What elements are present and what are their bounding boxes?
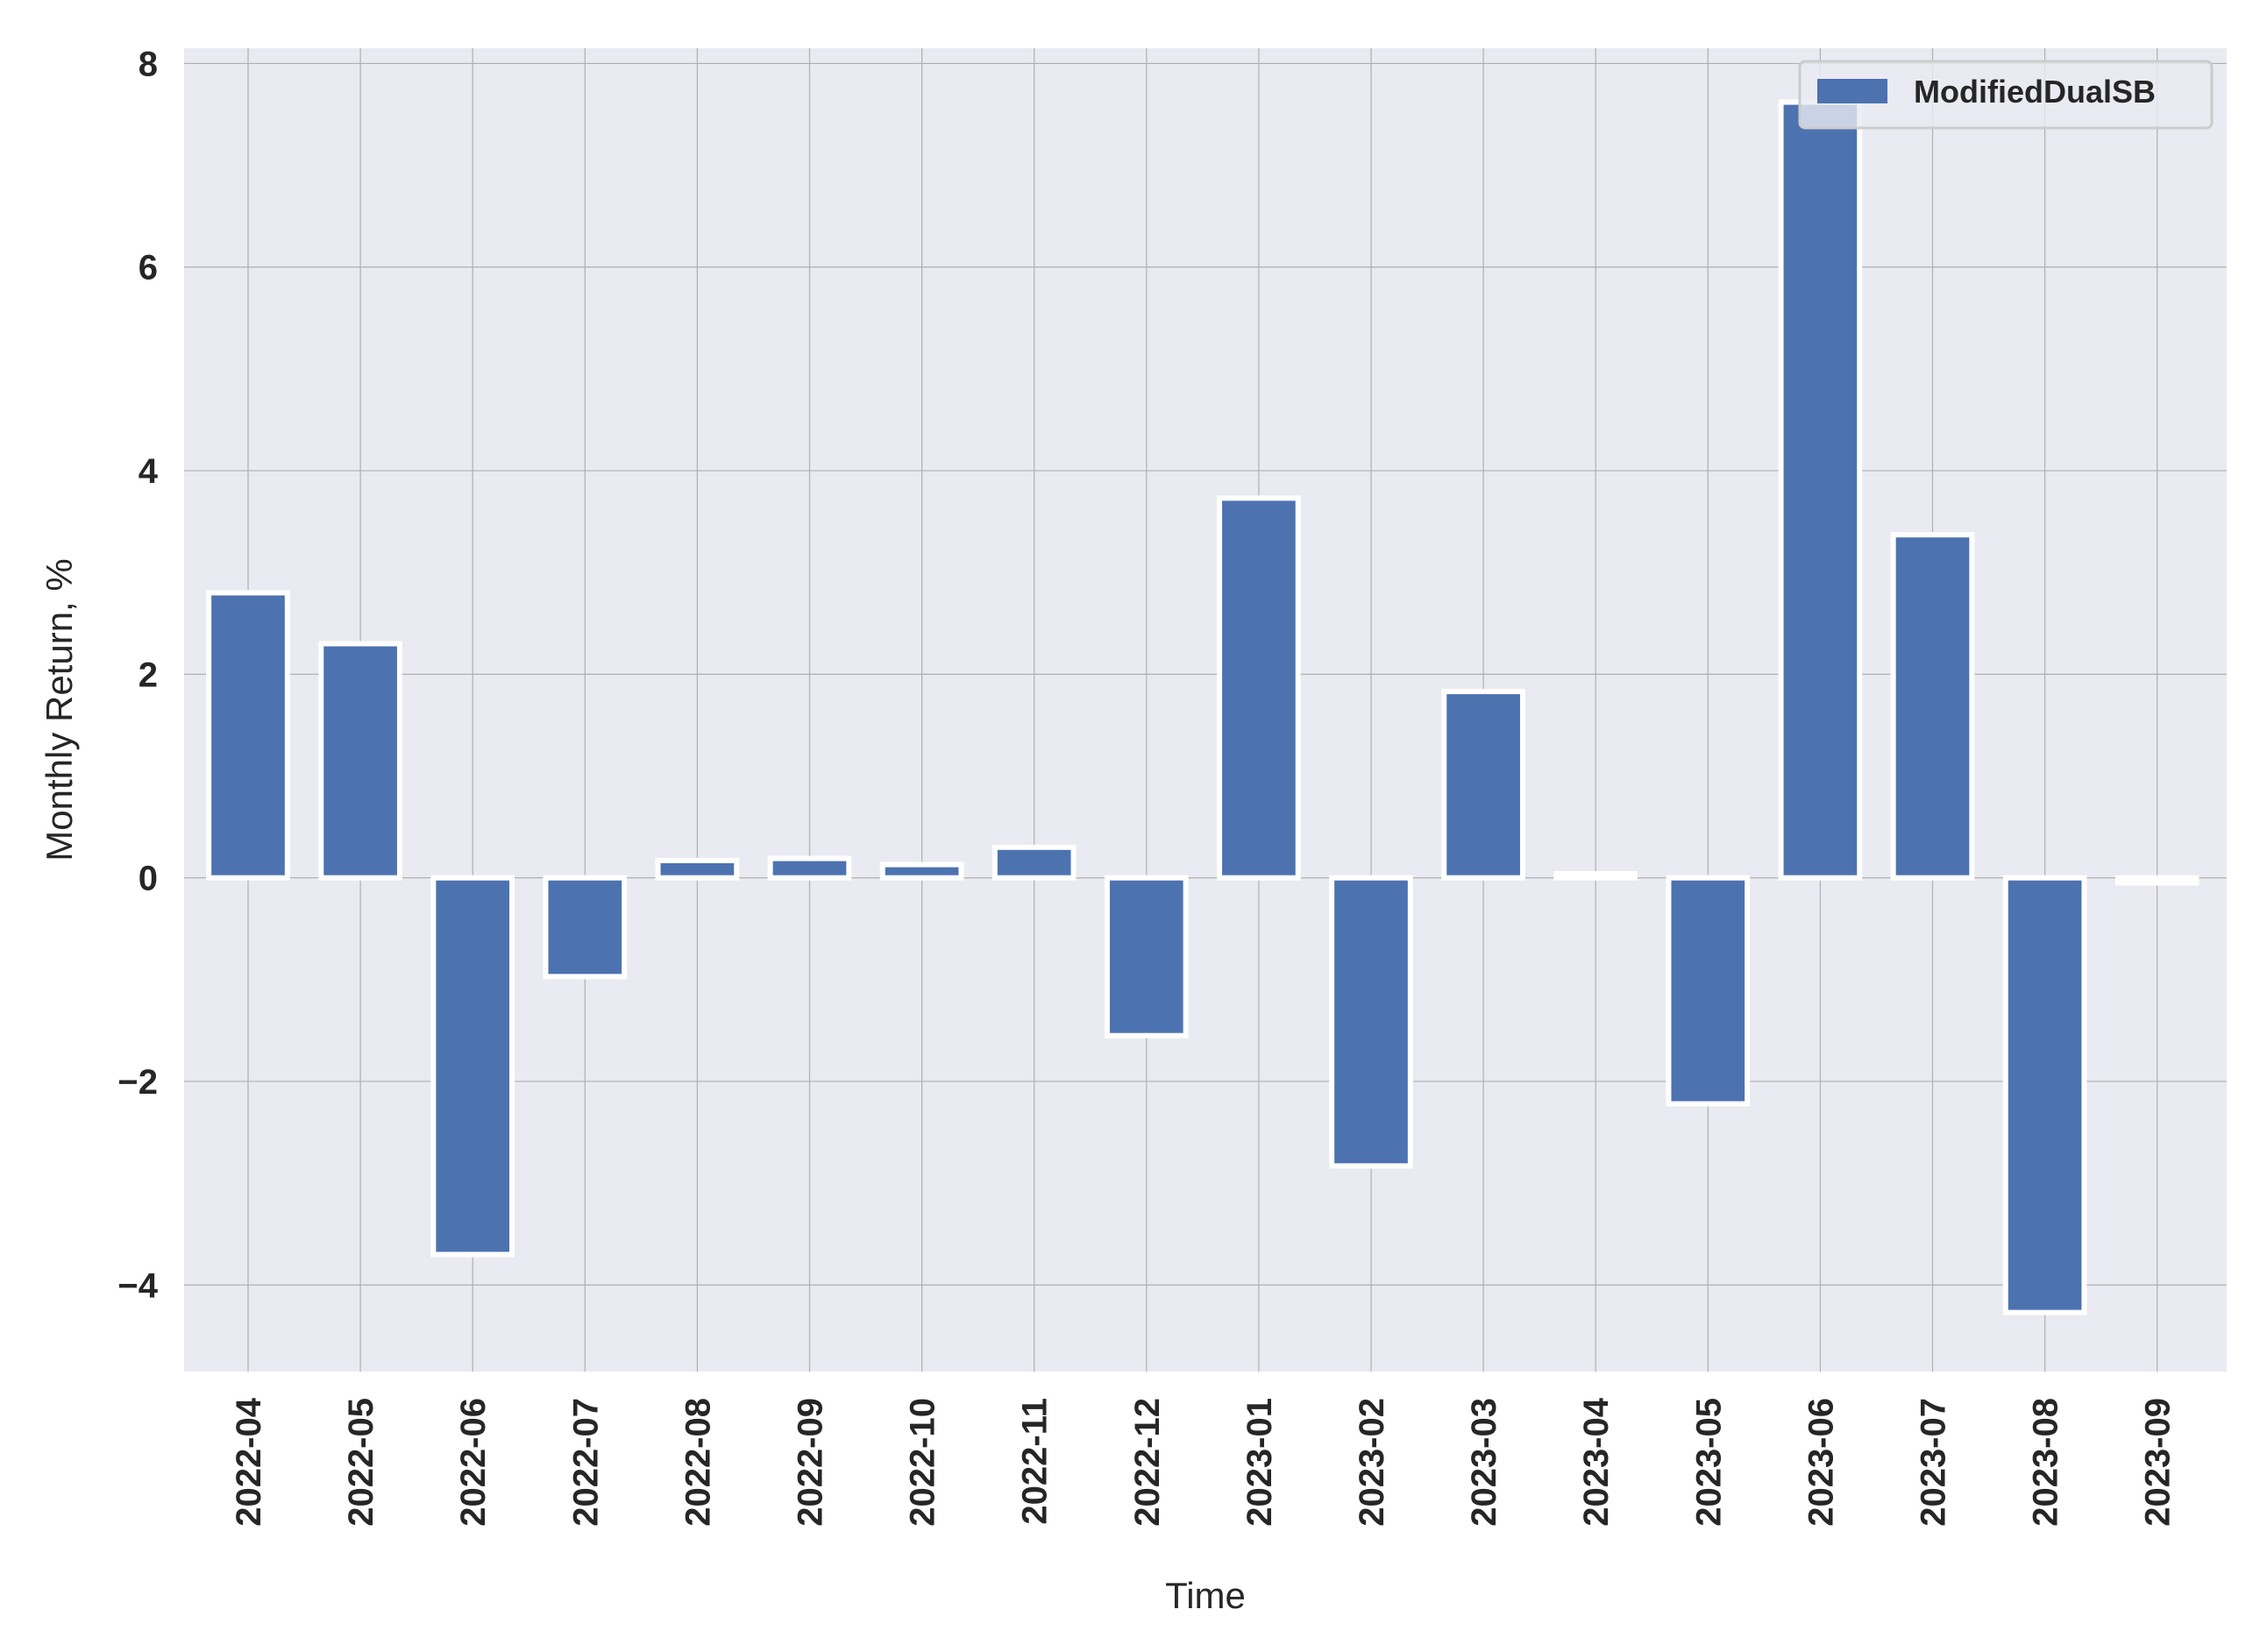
x-tick-label: 2022-08	[679, 1398, 717, 1527]
y-tick-label: 6	[139, 249, 158, 287]
x-tick-label: 2023-03	[1465, 1398, 1503, 1527]
bar-2023-02	[1329, 875, 1413, 1169]
bar-2022-06	[430, 875, 515, 1258]
bar-2023-09	[2114, 875, 2200, 886]
x-tick-label: 2022-06	[454, 1398, 493, 1527]
legend-label: ModifiedDualSB	[1914, 74, 2156, 110]
x-tick-label: 2023-09	[2139, 1398, 2178, 1527]
bar-2022-09	[767, 855, 852, 881]
y-tick-label: 2	[139, 656, 158, 694]
bars-group	[206, 99, 2200, 1315]
x-tick-label: 2022-05	[342, 1398, 380, 1527]
x-tick-label: 2023-07	[1915, 1398, 1953, 1527]
bar-2023-08	[2002, 875, 2087, 1315]
x-tick-label: 2022-07	[566, 1398, 605, 1527]
legend: ModifiedDualSB	[1798, 60, 2214, 130]
plot-background	[184, 48, 2227, 1372]
bar-2022-08	[655, 857, 740, 881]
x-tick-label: 2023-08	[2027, 1398, 2065, 1527]
x-tick-label: 2023-01	[1240, 1398, 1279, 1527]
x-tick-label: 2023-04	[1577, 1397, 1616, 1527]
x-tick-label: 2023-06	[1802, 1398, 1840, 1527]
y-axis-label: Monthly Return, %	[39, 558, 80, 861]
bar-2022-12	[1104, 875, 1189, 1039]
bar-2023-03	[1441, 689, 1525, 881]
bar-2023-06	[1778, 99, 1863, 881]
x-tick-label: 2023-05	[1689, 1398, 1728, 1527]
x-tick-label: 2022-12	[1128, 1398, 1167, 1527]
bar-2023-07	[1890, 532, 1975, 881]
x-tick-label: 2022-04	[230, 1397, 268, 1527]
x-tick-label: 2023-02	[1353, 1398, 1391, 1527]
x-tick-labels: 2022-04 2022-05 2022-06 2022-07 2022-08 2022-…	[230, 1397, 2178, 1527]
y-tick-label: −2	[117, 1063, 158, 1102]
legend-box	[1798, 60, 2214, 130]
y-tick-label: 8	[139, 45, 158, 83]
bar-2023-01	[1217, 495, 1301, 881]
y-tick-label: 4	[139, 452, 159, 491]
bar-2022-07	[543, 875, 628, 980]
y-tick-label: 0	[139, 860, 158, 898]
bar-2023-05	[1666, 875, 1751, 1107]
bar-2022-04	[206, 590, 290, 881]
bar-2023-04	[1553, 871, 1638, 881]
y-tick-labels: −4 −2 0 2 4 6 8	[117, 45, 158, 1305]
bar-2022-05	[318, 641, 402, 881]
x-tick-label: 2022-11	[1016, 1398, 1055, 1525]
bar-2022-11	[991, 844, 1077, 881]
x-tick-label: 2022-10	[904, 1398, 942, 1527]
y-tick-label: −4	[117, 1266, 158, 1305]
x-axis-label: Time	[1165, 1575, 1246, 1616]
bar-2022-10	[879, 861, 964, 881]
legend-swatch	[1817, 79, 1887, 103]
x-tick-label: 2022-09	[792, 1398, 830, 1527]
